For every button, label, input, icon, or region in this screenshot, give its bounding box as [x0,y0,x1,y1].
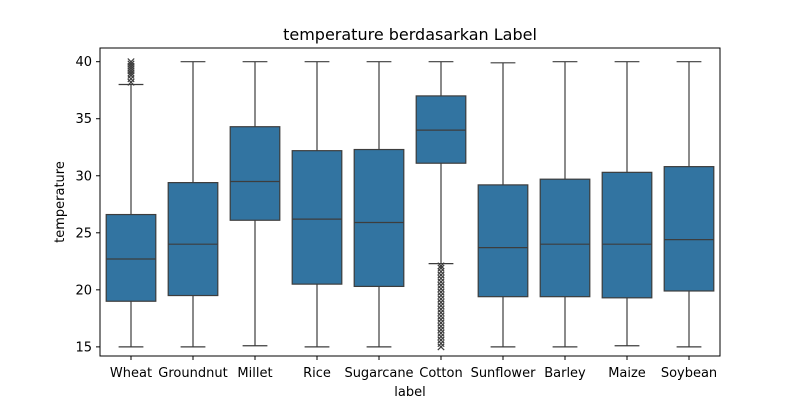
outlier-point [437,305,445,313]
outlier-point [127,75,135,83]
outlier-point [437,262,445,270]
y-tick-label: 35 [75,112,92,127]
outlier-point [437,281,445,289]
plot-area [105,58,715,351]
outlier-point [127,60,135,68]
outlier-point [437,326,445,334]
plot-frame [99,47,721,357]
outlier-point [437,295,445,303]
x-tick-label: Millet [237,366,272,381]
box-group-barley [539,61,591,348]
y-tick-label: 40 [75,55,92,70]
outlier-point [437,312,445,320]
x-tick-label: Rice [303,366,331,381]
box-iqr [539,178,591,298]
outlier-point [437,278,445,286]
y-axis-label: temperature [53,161,68,243]
box-iqr [353,148,405,288]
outlier-point [437,302,445,310]
box-iqr [663,166,715,292]
x-tick-label: Barley [544,366,586,381]
box-iqr [601,171,653,299]
y-tick-label: 15 [75,340,92,355]
outlier-point [437,264,445,272]
outlier-point [437,309,445,317]
outlier-point [437,319,445,327]
box-group-wheat [105,58,157,348]
x-tick-label: Wheat [110,366,152,381]
box-group-groundnut [167,61,219,348]
outlier-point [437,343,445,351]
x-tick-label: Maize [608,366,646,381]
x-tick-label: Sugarcane [344,366,413,381]
outlier-point [437,288,445,296]
x-tick-label: Sunflower [471,366,537,381]
box-iqr [291,150,343,285]
x-axis: Wheat Groundnut Millet Rice Sugarcane Cotton S… [110,356,717,381]
box-group-millet [229,61,281,347]
outlier-point [437,332,445,341]
outlier-point [437,267,445,276]
box-group-soybean [663,61,715,348]
chart-title: temperature berdasarkan Label [283,25,537,44]
outlier-point [437,291,445,300]
outlier-point [437,315,445,324]
box-group-cotton [415,61,467,351]
outlier-point [437,322,445,330]
box-group-maize [601,61,653,347]
x-tick-label: Cotton [419,366,462,381]
box-group-sugarcane [353,61,405,348]
box-iqr [229,126,281,221]
box-group-rice [291,61,343,348]
x-axis-label: label [394,385,425,400]
outlier-point [437,298,445,307]
outlier-point [437,271,445,279]
y-tick-label: 30 [75,169,92,184]
outlier-point [437,274,445,283]
box-iqr [477,184,529,298]
y-tick-label: 20 [75,283,92,298]
outlier-point [437,339,445,348]
box-iqr [105,213,157,302]
outlier-point [437,329,445,337]
outlier-point [127,58,135,66]
x-tick-label: Groundnut [158,366,227,381]
y-tick-label: 25 [75,226,92,241]
outlier-point [437,285,445,293]
x-tick-label: Soybean [661,366,717,381]
box-iqr [167,182,219,297]
outlier-point [437,336,445,344]
box-group-sunflower [477,62,529,348]
y-axis: 15 20 25 30 35 40 [75,55,100,355]
